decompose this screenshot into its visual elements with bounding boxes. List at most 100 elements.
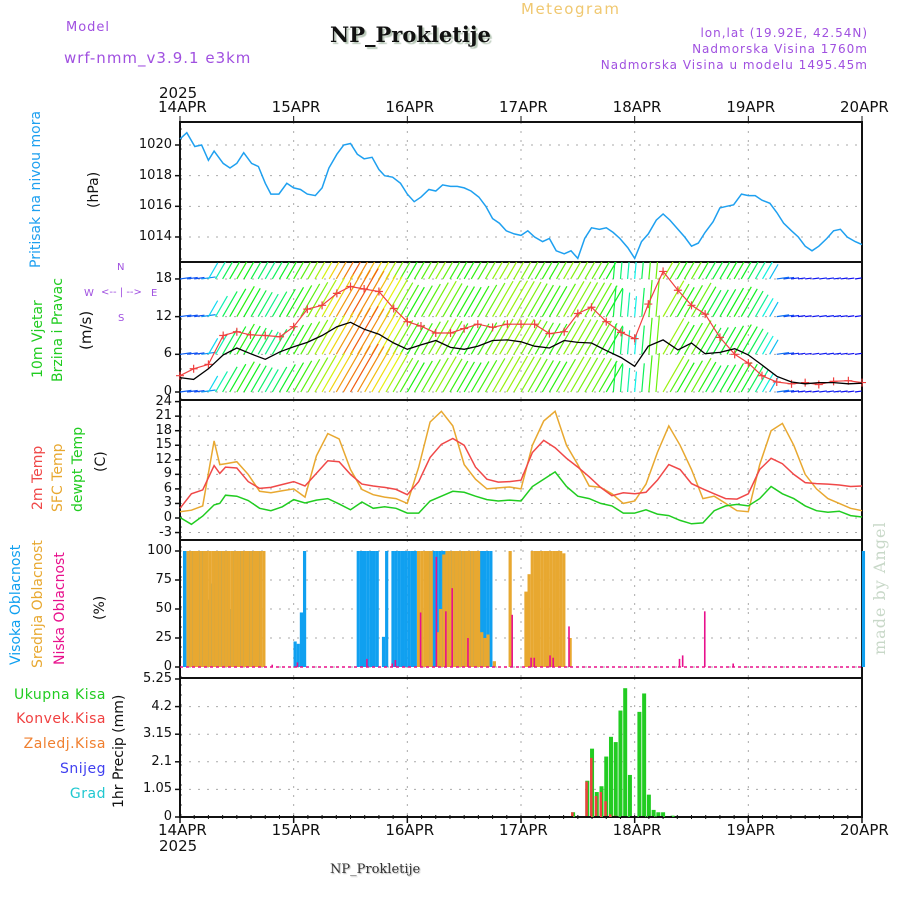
wind-arrow bbox=[563, 262, 575, 280]
cloud-mid-bar bbox=[533, 551, 538, 667]
wind-arrow bbox=[257, 367, 273, 393]
wind-arrow bbox=[776, 351, 790, 355]
cloud-mid-bar bbox=[195, 551, 200, 667]
precip-total-bar bbox=[627, 774, 632, 817]
cloud-mid-bar bbox=[435, 632, 440, 667]
wind-arrow bbox=[790, 352, 800, 355]
cloud-high-bar bbox=[410, 551, 414, 667]
y-tick-label: 21 bbox=[155, 408, 172, 424]
wind-arrow bbox=[314, 355, 337, 393]
wind-arrow bbox=[676, 262, 688, 280]
cloud-low-bar bbox=[366, 658, 368, 667]
cloud-mid-bar bbox=[483, 638, 487, 667]
wind-arrow bbox=[257, 291, 273, 317]
wind-arrow bbox=[207, 262, 219, 280]
cloud-mid-bar bbox=[480, 632, 484, 667]
wind-gust-marker bbox=[573, 309, 582, 318]
cloud-low-bar bbox=[533, 657, 536, 667]
wind-arrow bbox=[264, 331, 279, 355]
cloud-mid-bar bbox=[461, 551, 465, 667]
wind-arrow bbox=[790, 390, 800, 393]
wind-arrow bbox=[754, 262, 766, 280]
wind-arrow bbox=[527, 320, 548, 355]
wind-arrow bbox=[683, 322, 703, 355]
cloud-mid-bar bbox=[442, 554, 446, 667]
wind-arrow bbox=[449, 360, 469, 393]
wind-arrow bbox=[222, 262, 234, 280]
wind-arrow bbox=[655, 353, 660, 393]
wind-arrow bbox=[392, 262, 404, 280]
y-tick-label: 25 bbox=[155, 630, 172, 645]
wind-arrow bbox=[463, 362, 482, 393]
cloud-low-bar bbox=[296, 662, 299, 667]
cloud-high-bar bbox=[375, 551, 379, 667]
wind-arrow bbox=[634, 333, 638, 355]
precip-total-bar bbox=[613, 742, 618, 817]
precip-convective-bar bbox=[594, 795, 598, 817]
cloud-low-bar bbox=[511, 614, 513, 667]
wind-arrow bbox=[754, 332, 769, 355]
compass-arrows-icon: <-- | --> bbox=[101, 287, 142, 298]
wind-arrow bbox=[442, 262, 454, 280]
wind-arrow bbox=[470, 285, 490, 317]
y-tick-label: 5.25 bbox=[143, 671, 172, 686]
wind-gust-marker bbox=[246, 330, 255, 339]
wind-arrow bbox=[492, 280, 514, 317]
wind-gust-marker bbox=[659, 267, 668, 276]
wind-arrow bbox=[847, 277, 855, 280]
y-tick-label: 12 bbox=[155, 308, 172, 324]
wind-arrow bbox=[769, 301, 779, 317]
wind-arrow bbox=[293, 285, 313, 317]
wind-arrow bbox=[321, 277, 346, 317]
wind-arrow bbox=[662, 262, 674, 280]
wind-arrow bbox=[180, 314, 192, 318]
wind-arrow bbox=[726, 363, 745, 393]
y-tick-label: 75 bbox=[155, 572, 172, 587]
wind-arrow bbox=[861, 316, 862, 317]
date-tick-label: 17APR bbox=[499, 821, 548, 839]
cloud-mid-bar bbox=[205, 551, 209, 667]
wind-arrow bbox=[783, 314, 795, 318]
wind-gust-marker bbox=[757, 371, 766, 380]
wind-arrow bbox=[349, 343, 379, 393]
y-tick-label: 2.1 bbox=[151, 753, 172, 769]
temp-2m-line bbox=[179, 437, 863, 509]
wind-arrow bbox=[662, 280, 685, 317]
wind-arrow bbox=[250, 365, 267, 393]
wind-arrow bbox=[548, 361, 568, 393]
date-tick-label: 19APR bbox=[726, 98, 776, 116]
y-tick-label: 1016 bbox=[138, 198, 172, 214]
year-bottom: 2025 bbox=[159, 837, 198, 855]
precip-total-bar bbox=[608, 736, 613, 817]
cloud-mid-bar bbox=[252, 551, 257, 667]
precip-total-bar bbox=[646, 794, 651, 817]
wind-arrow bbox=[271, 366, 288, 393]
compass-n: N bbox=[117, 262, 125, 273]
wind-arrow bbox=[392, 320, 414, 355]
wind-arrow bbox=[335, 262, 347, 280]
wind-arrow bbox=[406, 362, 425, 393]
wind-arrow bbox=[570, 281, 592, 317]
wind-gust-marker bbox=[289, 322, 298, 331]
wind-gust-marker bbox=[730, 350, 739, 359]
wind-gust-marker bbox=[744, 359, 753, 368]
wind-gust-marker bbox=[814, 380, 823, 389]
wind-arrow bbox=[520, 357, 542, 393]
wind-gust-marker bbox=[673, 286, 682, 295]
wind-arrow bbox=[797, 277, 806, 280]
wind-arrow bbox=[385, 279, 408, 317]
wind-arrow bbox=[719, 289, 737, 317]
wind-arrow bbox=[264, 369, 279, 393]
wind-arrow bbox=[805, 390, 812, 393]
wind-gust-marker bbox=[473, 320, 482, 329]
date-tick-label: 15APR bbox=[271, 821, 321, 839]
wind-arrow bbox=[854, 352, 862, 355]
cloud-mid-bar bbox=[492, 661, 496, 667]
wind-arrow bbox=[456, 262, 468, 280]
cloud-mid-bar bbox=[524, 591, 528, 667]
wind-arrow bbox=[690, 357, 712, 393]
y-tick-label: -3 bbox=[159, 524, 172, 540]
cloud-mid-bar bbox=[473, 551, 478, 667]
wind-gust-marker bbox=[787, 379, 796, 388]
wind-arrow bbox=[357, 346, 385, 393]
